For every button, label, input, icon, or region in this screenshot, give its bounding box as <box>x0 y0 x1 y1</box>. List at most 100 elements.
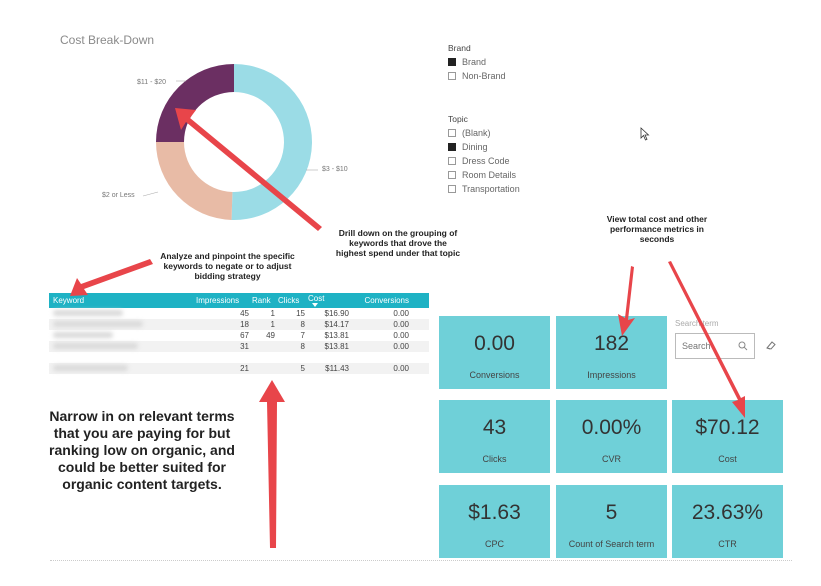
cell-cost: $13.81 <box>324 331 349 340</box>
checkbox[interactable] <box>448 58 456 66</box>
blurred-keyword <box>53 310 123 316</box>
cell-impressions: 31 <box>240 342 249 351</box>
cell-conversions: 0.00 <box>393 331 409 340</box>
topic-slicer: Topic (Blank) Dining Dress Code Room Det… <box>448 114 520 196</box>
cell-keyword-redacted <box>49 320 193 329</box>
cell-clicks: 5 <box>300 364 305 373</box>
slicer-item-label: Brand <box>462 57 487 67</box>
column-header-clicks[interactable]: Clicks <box>278 296 300 305</box>
slicer-item-label: Room Details <box>462 170 517 180</box>
chart-title: Cost Break-Down <box>60 33 155 47</box>
cell-conversions: 0.00 <box>393 342 409 351</box>
donut-slice[interactable] <box>156 142 233 220</box>
card-label: Count of Search term <box>568 539 655 549</box>
slicer-item-brand[interactable]: Brand <box>448 55 506 69</box>
card-label: Cost <box>718 454 737 464</box>
slicer-item-label: Dining <box>462 142 488 152</box>
column-header-keyword[interactable]: Keyword <box>53 296 85 305</box>
table-row[interactable]: 45 1 15 $16.90 0.00 <box>49 308 429 319</box>
search-icon[interactable] <box>738 341 748 351</box>
cell-cost: $11.43 <box>325 364 349 373</box>
card-label: Impressions <box>587 370 636 380</box>
topic-slicer-title: Topic <box>448 114 468 124</box>
mouse-cursor-icon <box>640 127 650 141</box>
cell-cost: $13.81 <box>324 342 349 351</box>
card-cost[interactable]: $70.12 Cost <box>672 400 783 473</box>
card-cpc[interactable]: $1.63 CPC <box>439 485 550 558</box>
cell-keyword-redacted <box>49 342 193 351</box>
slicer-item-transportation[interactable]: Transportation <box>448 182 520 196</box>
table-row[interactable]: 18 1 8 $14.17 0.00 <box>49 319 429 330</box>
card-conversions[interactable]: 0.00 Conversions <box>439 316 550 389</box>
cell-clicks: 7 <box>300 331 305 340</box>
card-value: 0.00 <box>474 332 515 355</box>
column-header-cost-label: Cost <box>308 294 325 303</box>
cell-keyword-redacted <box>49 331 193 340</box>
card-value: $1.63 <box>468 501 521 524</box>
annotation-drill-down: Drill down on the grouping of keywords t… <box>335 228 461 258</box>
checkbox[interactable] <box>448 157 456 165</box>
cell-cost: $16.90 <box>324 309 349 318</box>
brand-slicer: Brand Brand Non-Brand <box>448 43 506 83</box>
table-row[interactable] <box>49 352 429 363</box>
column-header-cost[interactable]: Cost <box>305 294 349 307</box>
cell-keyword-redacted <box>49 364 193 373</box>
card-value: 23.63% <box>691 501 764 524</box>
cell-rank: 49 <box>266 331 275 340</box>
search-box <box>675 333 755 359</box>
column-header-conversions[interactable]: Conversions <box>364 296 409 305</box>
cell-rank: 1 <box>270 320 275 329</box>
column-header-impressions[interactable]: Impressions <box>196 296 240 305</box>
slicer-item-dining[interactable]: Dining <box>448 140 520 154</box>
arrow-to-keyword-icon <box>70 259 153 296</box>
checkbox[interactable] <box>448 129 456 137</box>
blurred-keyword <box>53 332 113 338</box>
cell-impressions: 18 <box>240 320 249 329</box>
checkbox[interactable] <box>448 143 456 151</box>
cell-rank: 1 <box>270 309 275 318</box>
keyword-table: Keyword Impressions Rank Clicks Cost Con… <box>49 293 429 374</box>
slicer-item-label: Non-Brand <box>462 71 506 81</box>
brand-slicer-title: Brand <box>448 43 471 53</box>
donut-slice[interactable] <box>231 64 312 220</box>
sort-descending-icon <box>312 303 318 307</box>
card-cvr[interactable]: 0.00% CVR <box>556 400 667 473</box>
card-label: CTR <box>718 539 737 549</box>
annotation-analyze: Analyze and pinpoint the specific keywor… <box>160 251 295 281</box>
cell-conversions: 0.00 <box>393 309 409 318</box>
search-input[interactable] <box>676 334 734 358</box>
card-clicks[interactable]: 43 Clicks <box>439 400 550 473</box>
table-row[interactable]: 21 5 $11.43 0.00 <box>49 363 429 374</box>
card-value: 5 <box>605 501 618 524</box>
slicer-item-room-details[interactable]: Room Details <box>448 168 520 182</box>
search-term-label: Search term <box>675 319 719 328</box>
slice-leader-line <box>142 191 159 197</box>
slicer-item-label: Transportation <box>462 184 520 194</box>
card-value: 43 <box>482 416 507 439</box>
blurred-keyword <box>53 321 143 327</box>
eraser-icon[interactable] <box>765 339 777 351</box>
card-impressions[interactable]: 182 Impressions <box>556 316 667 389</box>
card-ctr[interactable]: 23.63% CTR <box>672 485 783 558</box>
slicer-item-dress-code[interactable]: Dress Code <box>448 154 520 168</box>
cell-impressions: 21 <box>240 364 249 373</box>
checkbox[interactable] <box>448 185 456 193</box>
table-row[interactable]: 31 8 $13.81 0.00 <box>49 341 429 352</box>
slicer-item-label: Dress Code <box>462 156 510 166</box>
card-label: Conversions <box>469 370 520 380</box>
cell-clicks: 8 <box>300 342 305 351</box>
column-header-rank[interactable]: Rank <box>252 296 271 305</box>
checkbox[interactable] <box>448 72 456 80</box>
slicer-item-non-brand[interactable]: Non-Brand <box>448 69 506 83</box>
checkbox[interactable] <box>448 171 456 179</box>
cell-conversions: 0.00 <box>393 320 409 329</box>
cell-clicks: 15 <box>296 309 305 318</box>
card-label: CVR <box>601 454 621 464</box>
donut-slice[interactable] <box>156 64 234 142</box>
table-row[interactable]: 67 49 7 $13.81 0.00 <box>49 330 429 341</box>
slicer-item-blank[interactable]: (Blank) <box>448 126 520 140</box>
annotation-view-total: View total cost and other performance me… <box>606 214 708 244</box>
card-count-search-term[interactable]: 5 Count of Search term <box>556 485 667 558</box>
card-label: Clicks <box>482 454 507 464</box>
table-header: Keyword Impressions Rank Clicks Cost Con… <box>49 293 429 308</box>
